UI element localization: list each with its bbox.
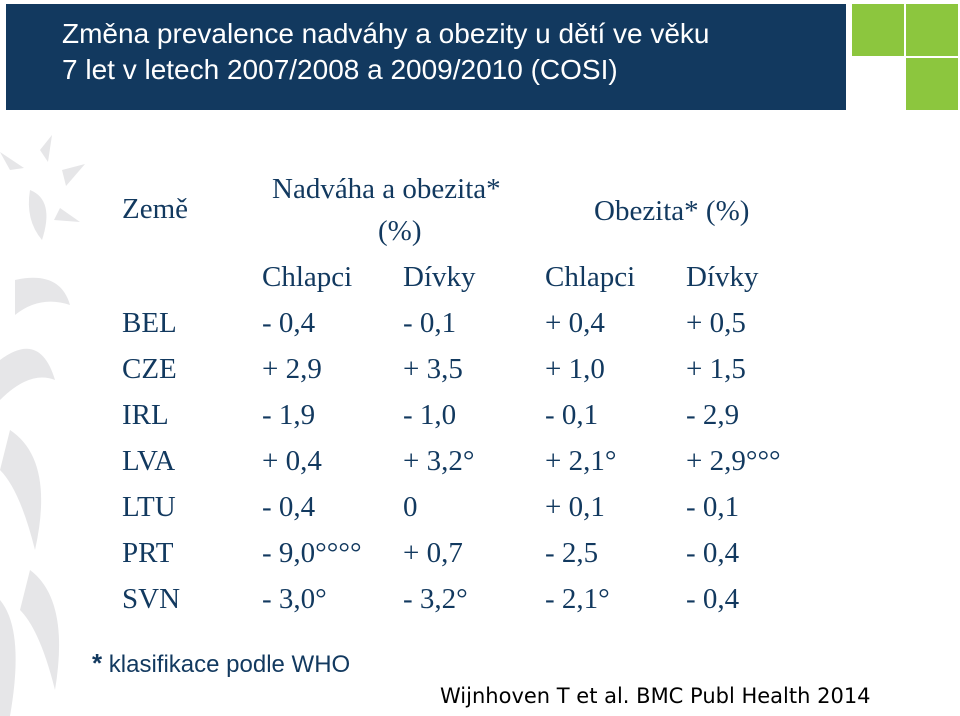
value-cell: + 0,4 — [262, 445, 322, 477]
overweight-obesity-unit: (%) — [378, 215, 422, 247]
value-cell: + 0,7 — [403, 537, 463, 569]
decor-square — [906, 4, 958, 56]
value-cell: - 3,2° — [403, 583, 468, 615]
value-cell: + 2,1° — [545, 445, 617, 477]
page-title: Změna prevalence nadváhy a obezity u dět… — [62, 16, 852, 88]
footnote-star: * — [92, 648, 103, 678]
footnote: * klasifikace podle WHO — [92, 648, 350, 679]
citation: Wijnhoven T et al. BMC Publ Health 2014 — [440, 684, 871, 708]
value-cell: - 2,5 — [545, 537, 599, 569]
sub-header-boys-1: Chlapci — [262, 261, 353, 293]
decor-square — [852, 4, 904, 56]
country-cell: CZE — [122, 353, 177, 385]
value-cell: + 3,5 — [403, 353, 463, 385]
decor-square — [906, 58, 958, 110]
country-cell: LVA — [122, 445, 176, 477]
country-cell: SVN — [122, 583, 181, 615]
value-cell: - 0,1 — [403, 307, 457, 339]
value-cell: + 0,5 — [686, 307, 746, 339]
value-cell: + 1,0 — [545, 353, 605, 385]
country-column-header: Země — [122, 193, 189, 225]
country-cell: BEL — [122, 307, 177, 339]
title-line-1: Změna prevalence nadváhy a obezity u dět… — [62, 18, 710, 49]
value-cell: - 9,0°°°° — [262, 537, 362, 569]
value-cell: + 1,5 — [686, 353, 746, 385]
value-cell: - 3,0° — [262, 583, 327, 615]
obesity-header: Obezita* (%) — [594, 195, 750, 227]
value-cell: - 0,4 — [262, 491, 316, 523]
sub-header-girls-2: Dívky — [686, 261, 759, 293]
title-banner: Změna prevalence nadváhy a obezity u dět… — [6, 4, 846, 110]
logo-watermark-icon — [0, 135, 85, 716]
value-cell: - 1,0 — [403, 399, 457, 431]
value-cell: - 0,4 — [686, 537, 740, 569]
value-cell: 0 — [403, 491, 418, 523]
value-cell: + 0,1 — [545, 491, 605, 523]
value-cell: - 1,9 — [262, 399, 316, 431]
value-cell: + 2,9°°° — [686, 445, 781, 477]
country-cell: IRL — [122, 399, 169, 431]
country-cell: LTU — [122, 491, 176, 523]
value-cell: - 2,9 — [686, 399, 740, 431]
value-cell: - 0,1 — [545, 399, 599, 431]
value-cell: - 2,1° — [545, 583, 610, 615]
sub-header-girls-1: Dívky — [403, 261, 476, 293]
sub-header-boys-2: Chlapci — [545, 261, 636, 293]
value-cell: + 3,2° — [403, 445, 475, 477]
country-cell: PRT — [122, 537, 174, 569]
value-cell: + 0,4 — [545, 307, 605, 339]
value-cell: - 0,4 — [686, 583, 740, 615]
title-line-2: 7 let v letech 2007/2008 a 2009/2010 (CO… — [62, 54, 618, 85]
value-cell: + 2,9 — [262, 353, 322, 385]
footnote-text: klasifikace podle WHO — [102, 651, 351, 678]
value-cell: - 0,1 — [686, 491, 740, 523]
header: Změna prevalence nadváhy a obezity u dět… — [0, 0, 960, 114]
overweight-obesity-header: Nadváha a obezita* — [272, 173, 501, 205]
value-cell: - 0,4 — [262, 307, 316, 339]
